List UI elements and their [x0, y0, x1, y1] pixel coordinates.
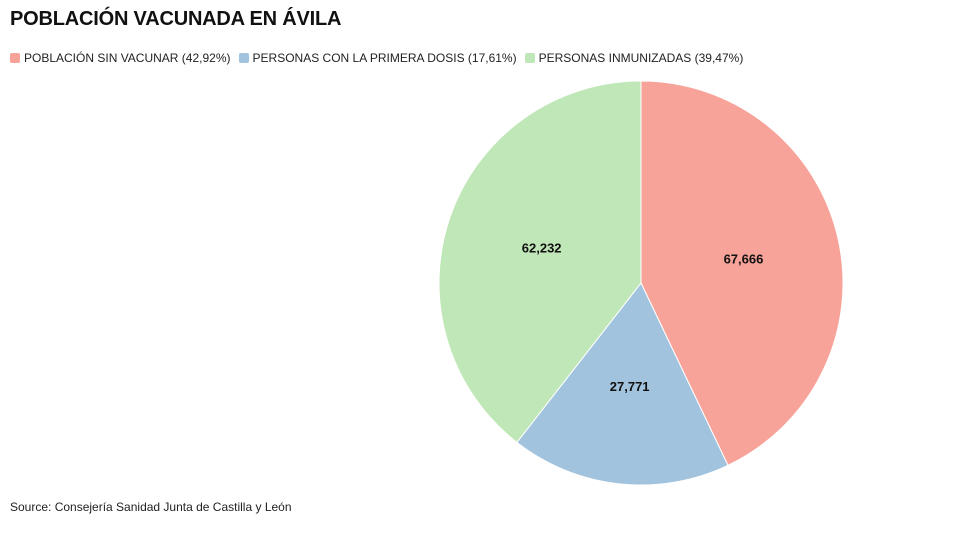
legend-item-inmunizadas[interactable]: PERSONAS INMUNIZADAS (39,47%): [524, 51, 744, 65]
pie-label-primera-dosis: 27,771: [610, 379, 650, 394]
chart-source: Source: Consejería Sanidad Junta de Cast…: [10, 500, 292, 514]
legend-label-inmunizadas: PERSONAS INMUNIZADAS (39,47%): [538, 51, 744, 65]
pie-slice-sin-vacunar[interactable]: [640, 80, 844, 466]
pie-slice-inmunizadas[interactable]: [438, 80, 642, 444]
legend-swatch-inmunizadas: [524, 53, 535, 63]
legend-item-sin-vacunar[interactable]: POBLACIÓN SIN VACUNAR (42,92%): [10, 51, 231, 65]
legend-label-primera-dosis: PERSONAS CON LA PRIMERA DOSIS (17,61%): [252, 51, 517, 65]
legend-swatch-sin-vacunar: [10, 53, 20, 63]
pie-slice-primera-dosis[interactable]: [516, 282, 729, 486]
chart-legend: POBLACIÓN SIN VACUNAR (42,92%) PERSONAS …: [10, 51, 751, 65]
legend-item-primera-dosis[interactable]: PERSONAS CON LA PRIMERA DOSIS (17,61%): [238, 51, 517, 65]
legend-label-sin-vacunar: POBLACIÓN SIN VACUNAR (42,92%): [24, 51, 231, 65]
pie-label-inmunizadas: 62,232: [522, 240, 562, 255]
pie-label-sin-vacunar: 67,666: [724, 251, 764, 266]
chart-title: POBLACIÓN VACUNADA EN ÁVILA: [10, 8, 342, 30]
legend-swatch-primera-dosis: [238, 53, 249, 63]
